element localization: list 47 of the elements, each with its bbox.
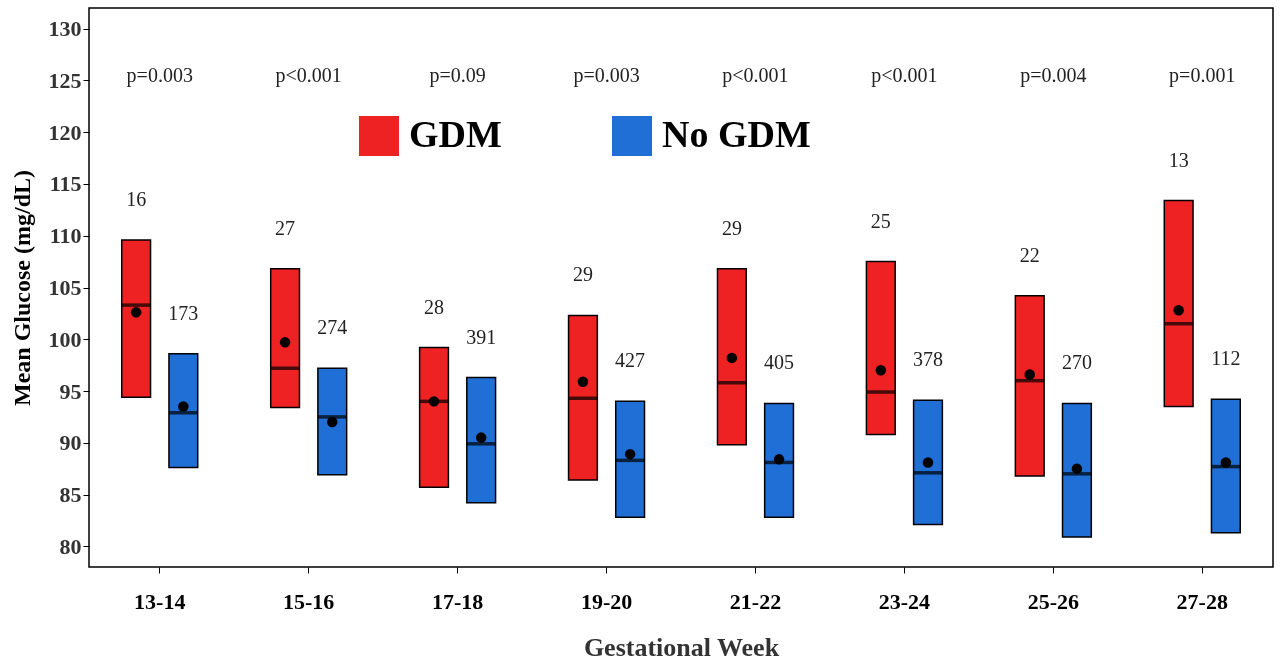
annotation: 270 — [1061, 351, 1092, 374]
y-tick-label: 105 — [48, 275, 82, 300]
annotation: p=0.004 — [1020, 64, 1087, 87]
annotation: 274 — [317, 316, 348, 339]
annotation: 27 — [275, 216, 296, 239]
annotation: 427 — [615, 349, 646, 372]
annotation: 29 — [721, 216, 742, 239]
y-tick-label: 95 — [59, 378, 82, 404]
annotation: 28 — [424, 295, 445, 318]
y-tick-label: 90 — [59, 430, 82, 456]
annotation: 391 — [466, 325, 497, 348]
y-tick-label: 110 — [49, 223, 82, 249]
annotation: p=0.003 — [126, 64, 193, 87]
annotation: p=0.001 — [1169, 64, 1236, 87]
annotation: 13 — [1168, 148, 1189, 171]
x-tick-label: 25-26 — [1027, 588, 1079, 614]
annotation: 25 — [870, 209, 891, 232]
y-tick-label: 85 — [59, 482, 82, 508]
y-tick-label: 125 — [48, 67, 82, 93]
annotation: p=0.003 — [573, 64, 640, 87]
y-tick-label: 115 — [49, 171, 82, 197]
x-tick-label: 17-18 — [431, 588, 484, 614]
y-tick-label: 130 — [48, 16, 82, 42]
annotation: 173 — [168, 301, 199, 324]
annotation: 22 — [1019, 243, 1040, 266]
y-tick-label: 100 — [48, 326, 82, 352]
x-tick-label: 13-14 — [134, 588, 186, 614]
annotation: 29 — [572, 263, 593, 286]
annotation: p=0.09 — [429, 64, 486, 87]
annotation: p<0.001 — [722, 64, 789, 87]
y-tick-label: 120 — [48, 119, 82, 145]
x-tick-label: 19-20 — [580, 588, 633, 614]
legend-label: GDM — [409, 113, 502, 155]
x-tick-label: 27-28 — [1176, 588, 1228, 614]
annotation: 378 — [912, 348, 943, 371]
x-tick-label: 23-24 — [878, 588, 931, 614]
annotation: p<0.001 — [871, 64, 938, 87]
y-axis-title: Mean Glucose (mg/dL) — [8, 170, 35, 406]
x-tick-label: 21-22 — [729, 588, 782, 614]
x-tick-label: 15-16 — [283, 588, 335, 614]
y-tick-label: 80 — [59, 533, 82, 559]
annotation: 16 — [126, 187, 147, 210]
annotation: p<0.001 — [275, 64, 342, 87]
x-axis-title: Gestational Week — [583, 632, 780, 662]
legend-label: No GDM — [662, 113, 811, 155]
annotation: 112 — [1211, 347, 1241, 370]
annotation: 405 — [764, 351, 795, 374]
